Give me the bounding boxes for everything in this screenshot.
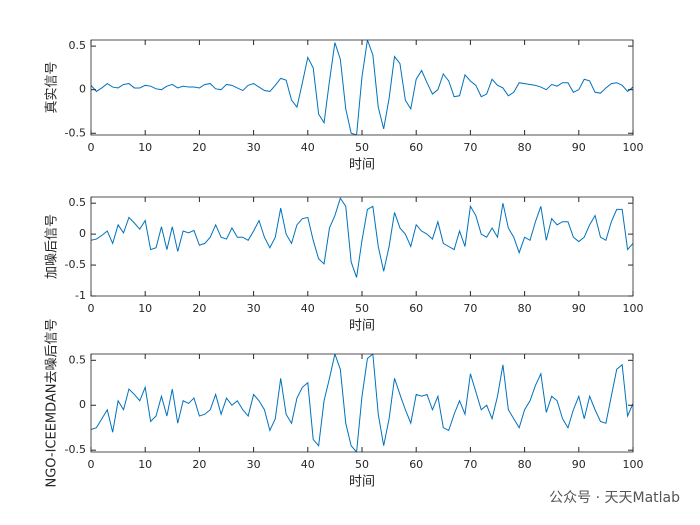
x-axis-label: 时间 xyxy=(349,475,375,490)
y-axis-label: 加噪后信号 xyxy=(45,214,60,279)
x-tick-label: 70 xyxy=(463,302,477,315)
x-tick-label: 30 xyxy=(247,302,261,315)
x-tick-label: 90 xyxy=(572,302,586,315)
y-axis-label: 真实信号 xyxy=(45,61,60,113)
x-tick-label: 70 xyxy=(463,458,477,471)
y-tick-label: -0.5 xyxy=(65,258,86,271)
signal-line xyxy=(91,354,633,452)
x-tick-label: 50 xyxy=(355,302,369,315)
axes-box xyxy=(90,39,634,136)
x-axis-label: 时间 xyxy=(349,319,375,334)
x-tick-label: 70 xyxy=(463,141,477,154)
x-tick-label: 0 xyxy=(88,141,95,154)
x-tick-label: 100 xyxy=(623,458,644,471)
x-tick-label: 80 xyxy=(518,458,532,471)
axes-box xyxy=(90,196,634,297)
x-tick-label: 100 xyxy=(623,141,644,154)
x-tick-label: 20 xyxy=(192,302,206,315)
x-tick-label: 20 xyxy=(192,458,206,471)
x-tick-label: 30 xyxy=(247,458,261,471)
x-tick-label: 50 xyxy=(355,141,369,154)
plot-area xyxy=(91,354,633,452)
x-tick-label: 20 xyxy=(192,141,206,154)
y-tick-label: 0 xyxy=(79,83,86,96)
x-tick-label: 0 xyxy=(88,302,95,315)
y-tick-label: 0 xyxy=(79,398,86,411)
y-tick-label: -0.5 xyxy=(65,126,86,139)
y-tick-label: -0.5 xyxy=(65,443,86,456)
x-tick-label: 40 xyxy=(301,141,315,154)
x-tick-label: 10 xyxy=(138,141,152,154)
signal-line xyxy=(91,197,633,278)
y-tick-label: 0.5 xyxy=(69,39,87,52)
watermark: 公众号 · 天天Matlab xyxy=(549,490,680,506)
x-tick-label: 40 xyxy=(301,458,315,471)
x-tick-label: 50 xyxy=(355,458,369,471)
x-tick-label: 40 xyxy=(301,302,315,315)
x-tick-label: 30 xyxy=(247,141,261,154)
x-tick-label: 60 xyxy=(409,141,423,154)
x-tick-label: 90 xyxy=(572,141,586,154)
x-tick-label: 90 xyxy=(572,458,586,471)
x-tick-label: 60 xyxy=(409,458,423,471)
y-axis-label: NGO-ICEEMDAN去噪后信号 xyxy=(45,318,60,487)
signal-line xyxy=(91,40,633,135)
x-tick-label: 80 xyxy=(518,302,532,315)
x-tick-label: 60 xyxy=(409,302,423,315)
y-tick-label: 0.5 xyxy=(69,196,87,209)
axes-box xyxy=(90,353,634,453)
y-tick-label: -1 xyxy=(75,289,86,302)
x-tick-label: 10 xyxy=(138,458,152,471)
x-axis-label: 时间 xyxy=(349,158,375,173)
plot-area xyxy=(91,40,633,135)
y-tick-label: 0 xyxy=(79,227,86,240)
x-tick-label: 0 xyxy=(88,458,95,471)
x-tick-label: 10 xyxy=(138,302,152,315)
x-tick-label: 100 xyxy=(623,302,644,315)
y-tick-label: 0.5 xyxy=(69,353,87,366)
plot-area xyxy=(91,197,633,296)
x-tick-label: 80 xyxy=(518,141,532,154)
